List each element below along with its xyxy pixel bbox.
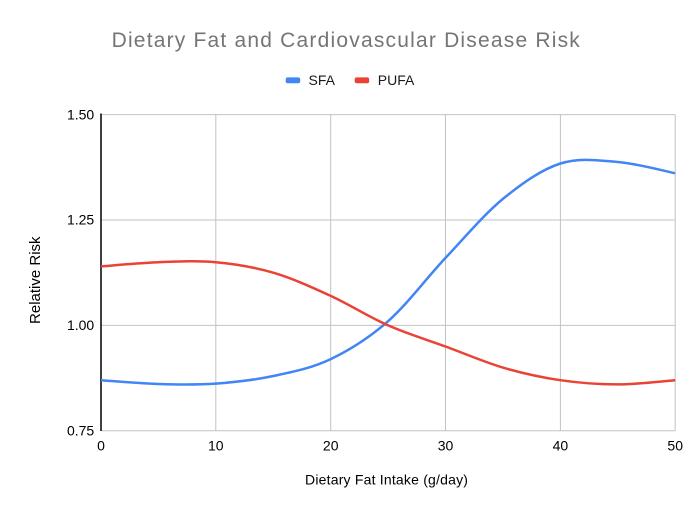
svg-text:1.50: 1.50 <box>67 106 94 122</box>
svg-text:20: 20 <box>323 438 339 454</box>
svg-text:10: 10 <box>208 438 224 454</box>
svg-text:1.25: 1.25 <box>67 212 94 228</box>
svg-text:SFA: SFA <box>309 72 336 88</box>
svg-text:30: 30 <box>438 438 454 454</box>
svg-text:PUFA: PUFA <box>378 72 415 88</box>
svg-text:50: 50 <box>667 438 683 454</box>
svg-text:Relative Risk: Relative Risk <box>27 236 44 324</box>
svg-text:0.75: 0.75 <box>67 422 94 438</box>
svg-text:1.00: 1.00 <box>67 317 94 333</box>
svg-text:0: 0 <box>97 438 105 454</box>
svg-text:40: 40 <box>553 438 569 454</box>
svg-text:Dietary Fat Intake (g/day): Dietary Fat Intake (g/day) <box>305 471 468 487</box>
svg-text:Dietary Fat and Cardiovascular: Dietary Fat and Cardiovascular Disease R… <box>112 29 581 52</box>
